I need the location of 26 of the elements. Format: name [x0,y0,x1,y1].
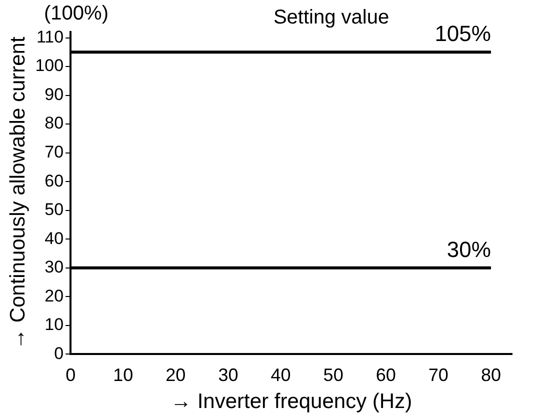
x-tick-label: 40 [270,364,291,385]
text: (100%) [44,2,108,25]
x-tick-label: 60 [376,364,396,385]
x-tick-label: 30 [218,364,238,385]
y-axis-title: → Continuously allowable current [6,36,30,350]
y-tick-label: 10 [44,315,64,334]
y-tick-label: 0 [54,344,64,363]
x-tick-label: 70 [428,364,448,385]
x-tick-label: 20 [166,364,186,385]
y-tick-label: 30 [44,258,64,277]
y-tick-label: 80 [44,114,64,133]
y-tick-label: 40 [44,228,64,248]
y-tick-label: 70 [44,142,64,162]
y-tick-label: 100 [35,56,64,76]
x-tick-label: 50 [323,364,344,385]
data-label: 105% [434,21,491,46]
y-tick-label: 60 [44,171,64,190]
x-tick-label: 10 [113,364,134,385]
y-tick-label: 20 [44,286,64,306]
y-tick-label: 110 [36,27,64,46]
y-tick-label: 50 [44,200,64,220]
x-axis-title: → Inverter frequency (Hz) [170,390,412,414]
text: Setting value [273,6,390,29]
x-tick-label: 80 [480,364,501,385]
y-tick-label: 90 [44,84,64,104]
data-label: 30% [446,236,491,262]
